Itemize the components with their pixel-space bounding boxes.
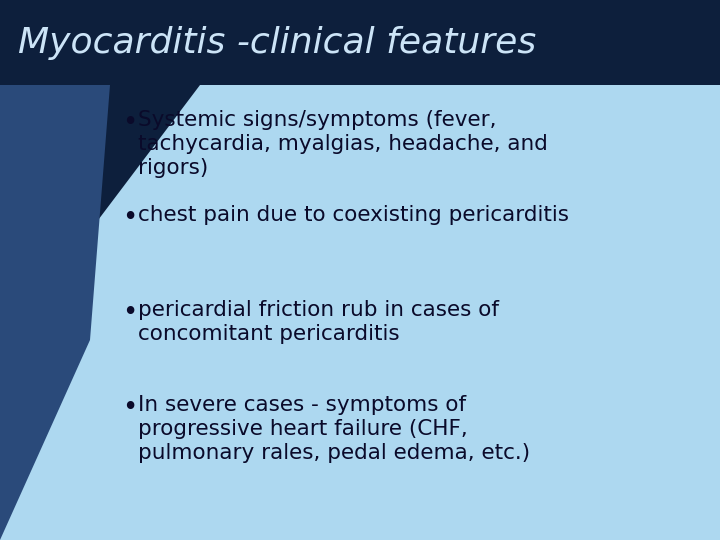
Polygon shape: [0, 85, 200, 540]
Text: •: •: [122, 110, 138, 136]
Text: •: •: [122, 205, 138, 231]
Polygon shape: [0, 0, 720, 85]
Polygon shape: [0, 85, 110, 540]
Text: chest pain due to coexisting pericarditis: chest pain due to coexisting pericarditi…: [138, 205, 569, 225]
Text: Myocarditis -clinical features: Myocarditis -clinical features: [18, 26, 536, 60]
Text: In severe cases - symptoms of
progressive heart failure (CHF,
pulmonary rales, p: In severe cases - symptoms of progressiv…: [138, 395, 530, 463]
Text: •: •: [122, 395, 138, 421]
Text: •: •: [122, 300, 138, 326]
Text: Systemic signs/symptoms (fever,
tachycardia, myalgias, headache, and
rigors): Systemic signs/symptoms (fever, tachycar…: [138, 110, 548, 178]
Text: pericardial friction rub in cases of
concomitant pericarditis: pericardial friction rub in cases of con…: [138, 300, 499, 344]
